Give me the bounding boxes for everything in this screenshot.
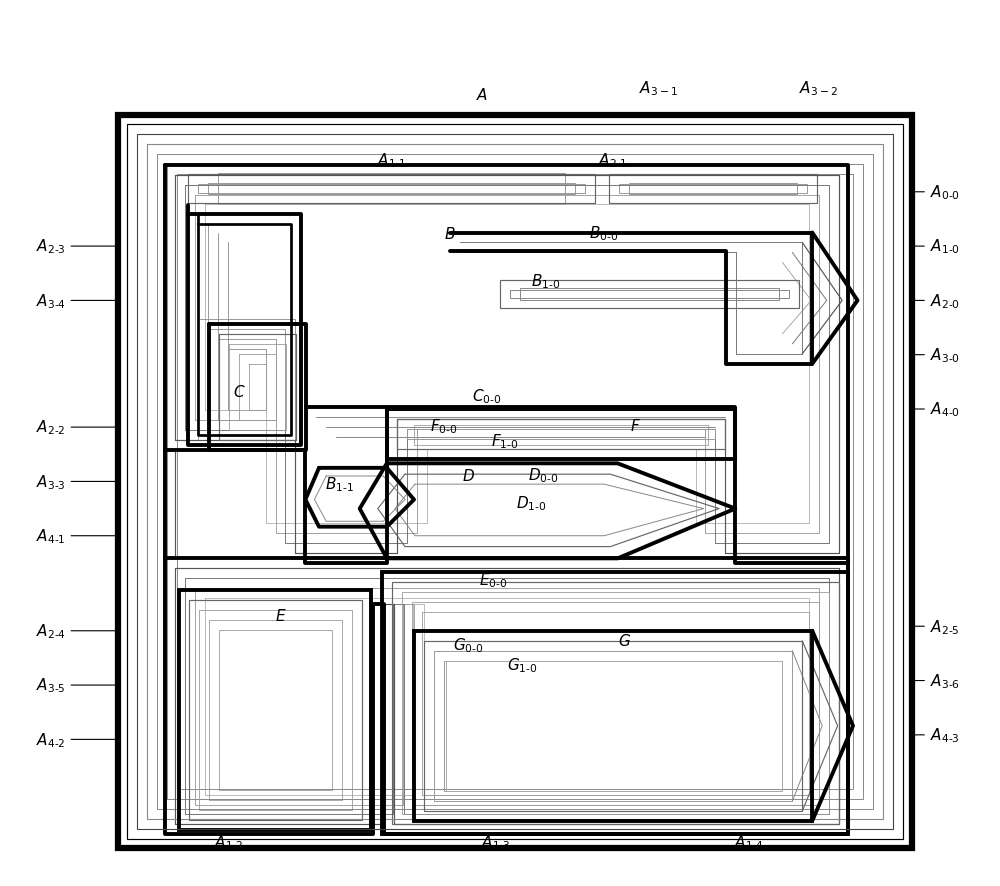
Bar	[434, 651, 792, 801]
Text: $A_{1\text{-}1}$: $A_{1\text{-}1}$	[377, 152, 406, 170]
Text: $A_{2\text{-}2}$: $A_{2\text{-}2}$	[36, 418, 115, 437]
Bar	[199, 610, 352, 810]
Text: $E_{0\text{-}0}$: $E_{0\text{-}0}$	[479, 571, 508, 589]
Text: $B_{1\text{-}1}$: $B_{1\text{-}1}$	[325, 474, 354, 493]
Bar	[609, 175, 817, 204]
Bar	[208, 183, 575, 194]
Text: $F$: $F$	[630, 418, 641, 434]
Bar	[147, 144, 883, 819]
Text: $A_{2\text{-}5}$: $A_{2\text{-}5}$	[912, 618, 960, 636]
Bar	[407, 430, 715, 439]
Text: $A_{4\text{-}2}$: $A_{4\text{-}2}$	[36, 730, 115, 749]
Bar	[392, 582, 839, 825]
Bar	[188, 175, 595, 204]
Text: $E$: $E$	[275, 608, 287, 624]
Text: $A_{3-1}$: $A_{3-1}$	[639, 79, 678, 98]
Bar	[510, 291, 789, 299]
Bar	[177, 175, 853, 789]
Bar	[198, 184, 585, 193]
Text: $F_{1\text{-}0}$: $F_{1\text{-}0}$	[491, 431, 518, 451]
Text: $A_{3-2}$: $A_{3-2}$	[799, 79, 838, 98]
Bar	[387, 409, 735, 459]
Bar	[414, 631, 812, 821]
Text: $A_{1\text{-}0}$: $A_{1\text{-}0}$	[912, 237, 960, 256]
Text: $A_{4\text{-}3}$: $A_{4\text{-}3}$	[912, 726, 960, 744]
Bar	[157, 154, 873, 809]
Bar	[137, 135, 893, 829]
Bar	[500, 281, 799, 308]
Bar	[402, 592, 829, 814]
Bar	[189, 601, 362, 820]
Text: $D$: $D$	[462, 468, 475, 484]
Text: $A_{2\text{-}4}$: $A_{2\text{-}4}$	[36, 622, 115, 641]
Bar	[219, 630, 332, 790]
Text: $A_{1\text{-}4}$: $A_{1\text{-}4}$	[734, 832, 764, 851]
Text: $G_{1\text{-}0}$: $G_{1\text{-}0}$	[507, 655, 538, 674]
Bar	[167, 165, 863, 799]
Text: $B_{0\text{-}0}$: $B_{0\text{-}0}$	[589, 224, 619, 243]
Bar	[424, 641, 802, 811]
Text: $A_{1\text{-}2}$: $A_{1\text{-}2}$	[214, 832, 243, 851]
Text: $C$: $C$	[233, 384, 246, 400]
Bar	[417, 430, 705, 439]
Text: $G$: $G$	[618, 632, 631, 648]
Bar	[619, 184, 807, 193]
Bar	[446, 661, 782, 791]
Text: $G_{0\text{-}0}$: $G_{0\text{-}0}$	[453, 635, 484, 654]
Bar	[382, 572, 848, 835]
Text: $A_{0\text{-}0}$: $A_{0\text{-}0}$	[912, 183, 960, 202]
Bar	[397, 419, 725, 449]
Text: $A_{2\text{-}3}$: $A_{2\text{-}3}$	[36, 237, 115, 256]
Bar	[127, 125, 903, 839]
Bar	[218, 174, 565, 205]
Text: $C_{0\text{-}0}$: $C_{0\text{-}0}$	[472, 386, 501, 405]
Text: $A$: $A$	[476, 87, 488, 103]
Bar	[412, 602, 819, 804]
Bar	[629, 183, 797, 194]
Bar	[414, 426, 708, 446]
Text: $A_{3\text{-}3}$: $A_{3\text{-}3}$	[36, 472, 115, 491]
Text: $B$: $B$	[444, 225, 456, 241]
Text: $A_{4\text{-}1}$: $A_{4\text{-}1}$	[36, 527, 115, 546]
Bar	[209, 620, 342, 800]
Bar	[118, 116, 912, 848]
Text: $A_{3\text{-}0}$: $A_{3\text{-}0}$	[912, 346, 960, 365]
Text: $A_{2\text{-}0}$: $A_{2\text{-}0}$	[912, 291, 960, 310]
Text: $A_{2\text{-}1}$: $A_{2\text{-}1}$	[598, 152, 628, 170]
Text: $D_{1\text{-}0}$: $D_{1\text{-}0}$	[516, 494, 547, 512]
Text: $A_{4\text{-}0}$: $A_{4\text{-}0}$	[912, 400, 960, 419]
Bar	[520, 289, 779, 301]
Text: $B_{1\text{-}0}$: $B_{1\text{-}0}$	[531, 272, 560, 291]
Text: $A_{3\text{-}4}$: $A_{3\text{-}4}$	[36, 291, 115, 310]
Text: $F_{0\text{-}0}$: $F_{0\text{-}0}$	[430, 416, 458, 435]
Text: $A_{3\text{-}5}$: $A_{3\text{-}5}$	[36, 676, 115, 695]
Text: $A_{1\text{-}3}$: $A_{1\text{-}3}$	[481, 832, 510, 851]
Text: $A_{3\text{-}6}$: $A_{3\text{-}6}$	[912, 672, 960, 690]
Bar	[422, 612, 809, 795]
Text: $D_{0\text{-}0}$: $D_{0\text{-}0}$	[528, 465, 559, 484]
Bar	[444, 661, 782, 791]
Bar	[179, 590, 371, 830]
